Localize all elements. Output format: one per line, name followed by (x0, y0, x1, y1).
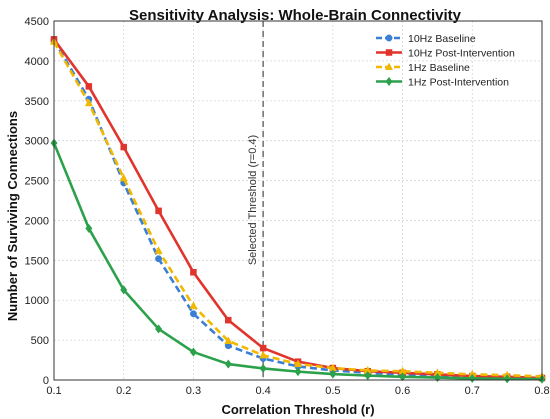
x-tick-label: 0.2 (116, 385, 131, 397)
y-tick-label: 2000 (25, 215, 49, 227)
data-point (189, 347, 197, 357)
y-tick-label: 1500 (25, 255, 49, 267)
y-tick-label: 4000 (25, 56, 49, 68)
data-point (85, 223, 93, 234)
data-point (84, 98, 93, 107)
data-point (503, 374, 511, 384)
data-point (259, 344, 267, 352)
x-tick-label: 0.3 (186, 385, 201, 397)
series-line-1hz-baseline (52, 41, 543, 378)
y-tick-label: 0 (43, 375, 49, 387)
series-line-10hz-post-intervention (52, 38, 543, 380)
x-tick-label: 0.6 (395, 385, 410, 397)
legend-label: 1Hz Baseline (408, 62, 470, 74)
y-tick-label: 3500 (25, 96, 49, 108)
y-tick-label: 3000 (25, 136, 49, 148)
threshold-label: Selected Threshold (r=0.4) (247, 135, 259, 265)
data-point (224, 336, 233, 344)
data-point (189, 301, 198, 309)
y-tick-label: 500 (31, 335, 49, 347)
series-line-1hz-post-intervention (52, 142, 543, 381)
grid (53, 20, 543, 381)
data-point (120, 143, 127, 151)
legend-marker (385, 34, 393, 42)
series-1hz-post-intervention (50, 138, 546, 384)
x-tick-label: 0.5 (325, 385, 340, 397)
series-layer (49, 36, 547, 384)
x-axis-title: Correlation Threshold (r) (221, 402, 374, 417)
data-point (190, 269, 197, 276)
data-point (155, 255, 163, 263)
y-tick-labels: 0 500 1000 1500 2000 2500 3000 3500 4000 4500 (25, 16, 49, 387)
series-10hz-baseline (50, 36, 546, 382)
data-point (225, 316, 232, 324)
data-point (120, 285, 128, 295)
data-point (259, 363, 267, 374)
annotations: Selected Threshold (r=0.4) (247, 21, 264, 380)
chart-title: Sensitivity Analysis: Whole-Brain Connec… (129, 7, 462, 24)
data-point (259, 350, 268, 359)
data-point (468, 373, 476, 384)
plot-frame (53, 20, 543, 381)
data-point (224, 359, 232, 369)
data-point (294, 367, 302, 377)
y-axis-title: Number of Surviving Connections (5, 111, 20, 321)
data-point (293, 359, 303, 368)
x-tick-label: 0.1 (46, 385, 61, 397)
series-1hz-baseline (49, 37, 547, 380)
x-tick-labels: 0.1 0.2 0.3 0.4 0.5 0.6 0.7 0.8 (46, 385, 549, 397)
legend-marker (385, 49, 393, 56)
legend-label: 10Hz Post-Intervention (408, 48, 515, 60)
data-point (155, 324, 163, 334)
legend: 10Hz Baseline 10Hz Post-Intervention 1Hz B… (376, 33, 515, 89)
x-tick-label: 0.7 (465, 385, 480, 397)
legend-marker (385, 76, 393, 87)
legend-label: 1Hz Post-Intervention (408, 77, 509, 89)
x-tick-label: 0.8 (534, 385, 549, 397)
data-point (154, 246, 163, 254)
x-tick-label: 0.4 (255, 385, 270, 397)
series-line-10hz-baseline (52, 39, 543, 380)
data-point (189, 310, 197, 318)
legend-marker (384, 62, 394, 71)
y-tick-label: 4500 (25, 16, 49, 28)
data-point (155, 207, 162, 215)
y-tick-label: 1000 (25, 295, 49, 307)
legend-label: 10Hz Baseline (408, 33, 476, 45)
data-point (399, 372, 407, 382)
data-point (85, 83, 93, 90)
y-tick-label: 2500 (25, 176, 49, 188)
data-point (119, 173, 128, 182)
data-point (329, 369, 337, 379)
